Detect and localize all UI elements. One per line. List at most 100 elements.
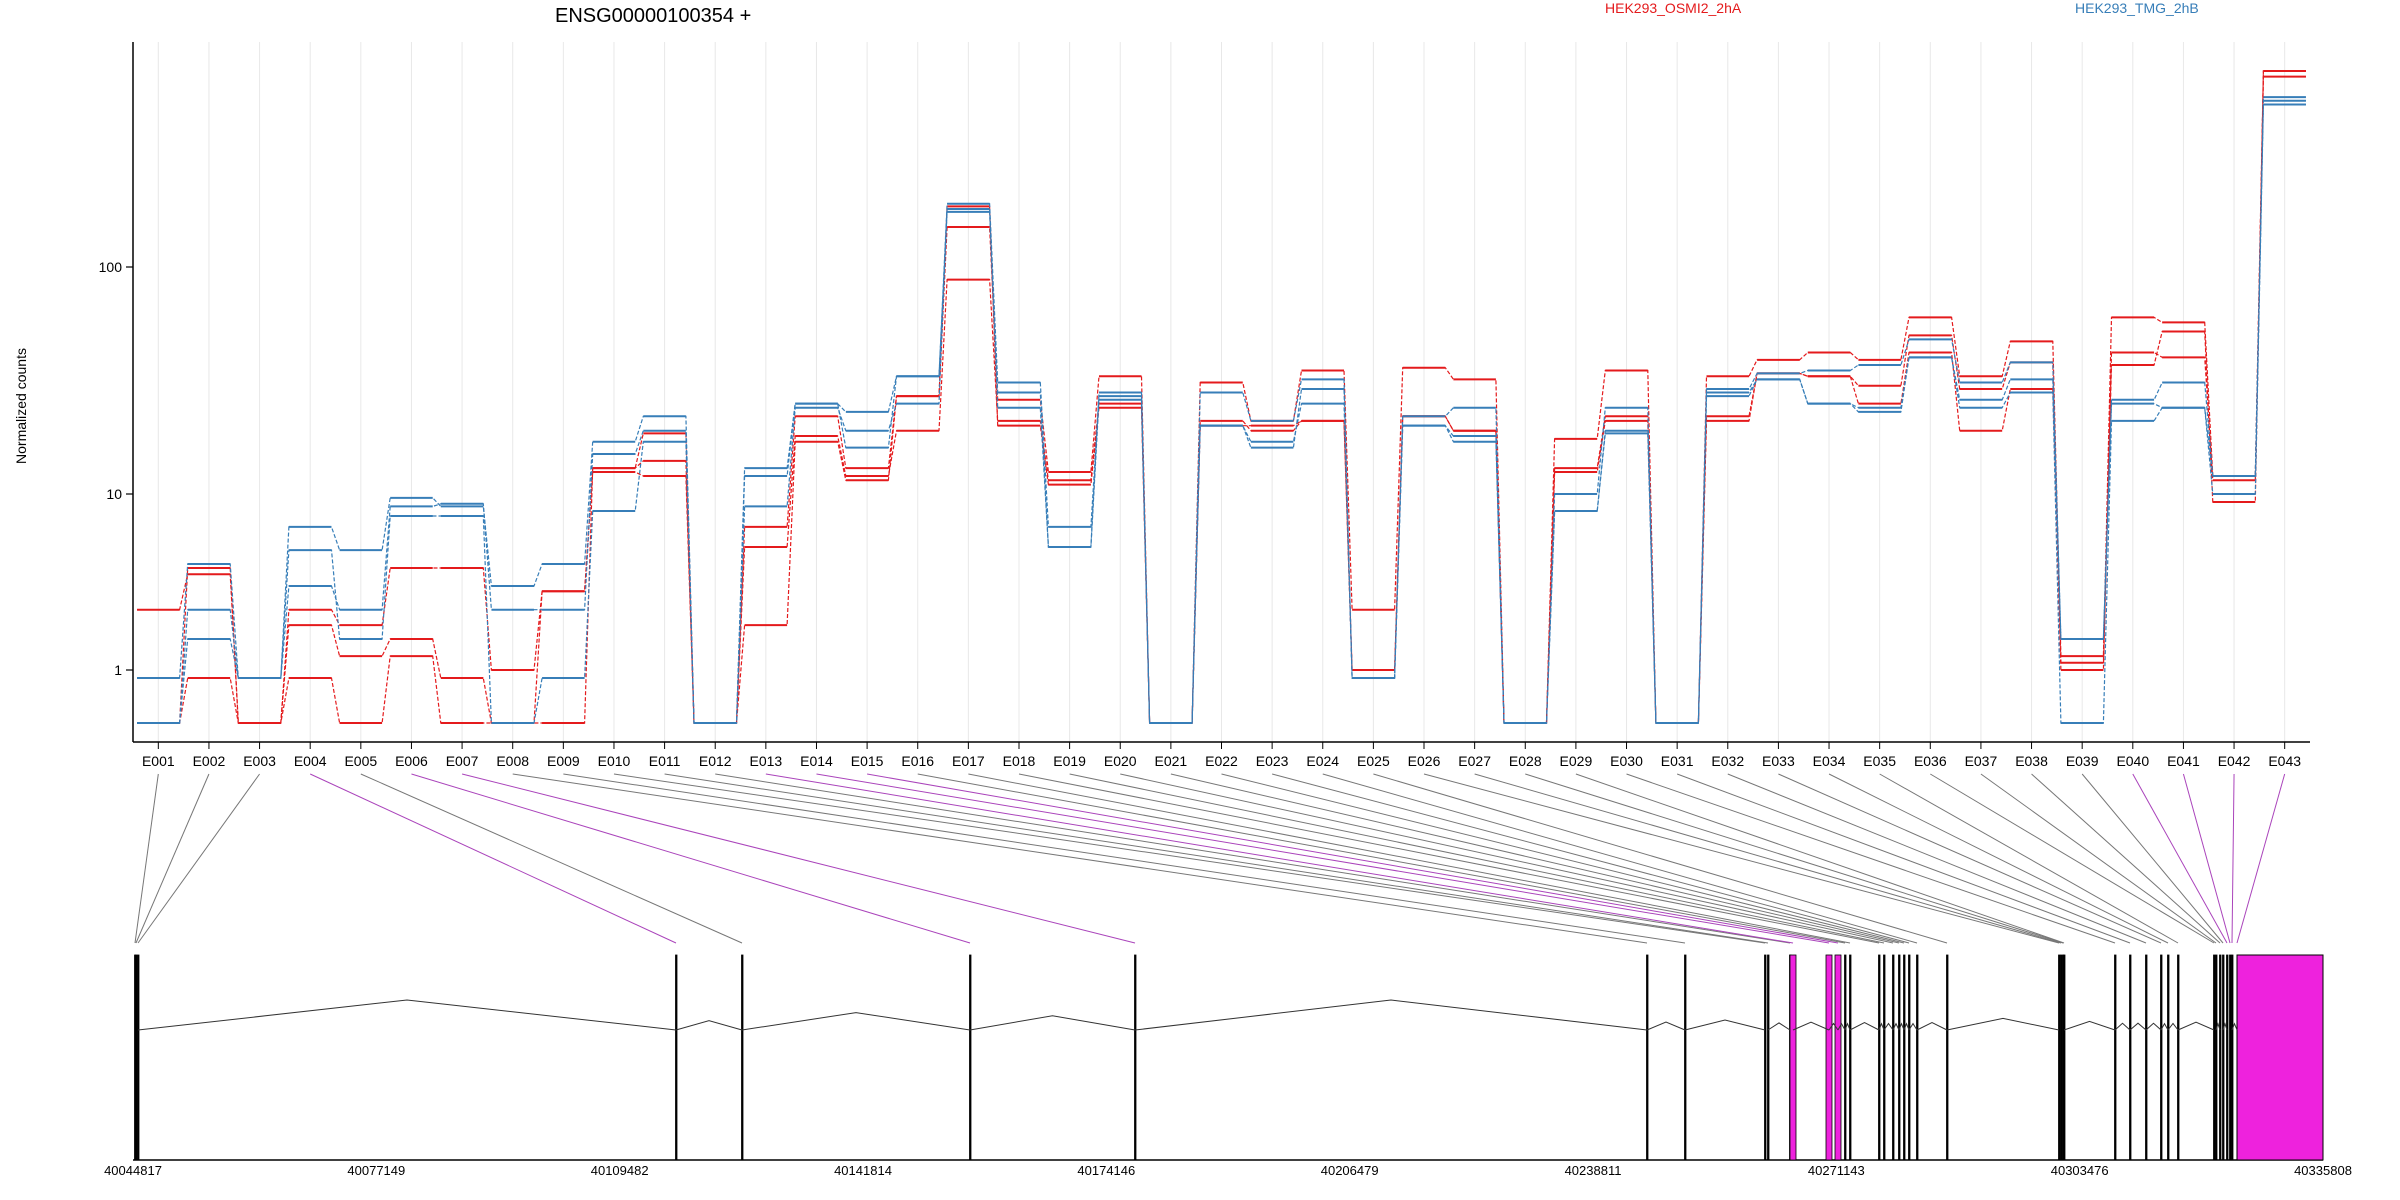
x-tick-label-E031: E031 xyxy=(1661,753,1694,769)
connector-E021 xyxy=(1170,773,1900,944)
x-tick-label-E034: E034 xyxy=(1813,753,1846,769)
intron-line xyxy=(2222,1022,2228,1031)
x-tick-label-E019: E019 xyxy=(1053,753,1086,769)
genomic-coordinate-label: 40077149 xyxy=(347,1163,405,1178)
intron-line xyxy=(2145,1022,2162,1031)
exon-E015 xyxy=(1834,954,1842,1161)
intron-line xyxy=(1916,1021,1948,1031)
exon-E018 xyxy=(1878,954,1881,1161)
exon-E021 xyxy=(1898,954,1901,1161)
x-tick-label-E008: E008 xyxy=(496,753,529,769)
connector-E035 xyxy=(1879,773,2179,944)
y-axis-label: Normalized counts xyxy=(13,348,29,464)
exon-E005 xyxy=(741,954,744,1161)
x-tick-label-E018: E018 xyxy=(1003,753,1036,769)
intron-line xyxy=(2167,1022,2179,1031)
exon-E009 xyxy=(1684,954,1687,1161)
connector-E008 xyxy=(512,773,1648,944)
intron-line xyxy=(1892,1022,1900,1031)
exon-E019 xyxy=(1883,954,1886,1161)
x-tick-label-E022: E022 xyxy=(1205,753,1238,769)
intron-line xyxy=(1844,1022,1851,1031)
genomic-coordinate-label: 40335808 xyxy=(2294,1163,2352,1178)
x-tick-label-E007: E007 xyxy=(446,753,479,769)
connector-E030 xyxy=(1626,773,2116,944)
connector-E018 xyxy=(1018,773,1880,944)
x-tick-label-E036: E036 xyxy=(1914,753,1947,769)
intron-line xyxy=(741,1012,971,1031)
connector-E003 xyxy=(137,773,260,944)
intron-line xyxy=(2063,1020,2116,1031)
x-tick-label-E043: E043 xyxy=(2268,753,2301,769)
connector-E020 xyxy=(1120,773,1894,944)
intron-line xyxy=(1828,1022,1839,1031)
genomic-coordinate-label: 40271143 xyxy=(1808,1163,1865,1178)
connector-E016 xyxy=(917,773,1846,944)
genomic-coordinate-label: 40303476 xyxy=(2051,1163,2109,1178)
connector-E027 xyxy=(1474,773,2062,944)
intron-line xyxy=(1684,1019,1766,1031)
genomic-coordinate-label: 40206479 xyxy=(1321,1163,1379,1178)
intron-line xyxy=(2129,1022,2147,1031)
intron-line xyxy=(675,1020,743,1031)
x-tick-label-E003: E003 xyxy=(243,753,276,769)
exon-E020 xyxy=(1892,954,1895,1161)
exon-E036 xyxy=(2213,954,2216,1161)
connector-E033 xyxy=(1778,773,2162,944)
exon-E027 xyxy=(2060,954,2063,1161)
x-tick-label-E004: E004 xyxy=(294,753,327,769)
exon-E013 xyxy=(1789,954,1797,1161)
connector-E028 xyxy=(1525,773,2064,944)
connector-E001 xyxy=(134,773,159,944)
exon-E033 xyxy=(2160,954,2163,1161)
genomic-coordinate-label: 40109482 xyxy=(591,1163,649,1178)
x-tick-label-E001: E001 xyxy=(142,753,175,769)
x-tick-label-E035: E035 xyxy=(1863,753,1896,769)
exon-E007 xyxy=(1134,954,1137,1161)
y-tick-label: 100 xyxy=(99,259,123,275)
connector-E025 xyxy=(1373,773,1948,944)
x-tick-label-E006: E006 xyxy=(395,753,428,769)
exon-E008 xyxy=(1646,954,1649,1161)
x-tick-label-E037: E037 xyxy=(1965,753,1998,769)
connector-E043 xyxy=(2236,773,2286,944)
x-tick-label-E039: E039 xyxy=(2066,753,2099,769)
x-tick-label-E021: E021 xyxy=(1155,753,1188,769)
exon-E042 xyxy=(2231,954,2234,1161)
intron-line xyxy=(1908,1022,1918,1031)
axes: 1 10 100 E001 E002 E003 E004 E005 E006 E007 E008 E0… xyxy=(99,42,2310,769)
exon-connectors xyxy=(134,773,2286,944)
connector-E024 xyxy=(1322,773,1918,944)
connector-E038 xyxy=(2031,773,2221,944)
x-tick-label-E013: E013 xyxy=(749,753,782,769)
exon-E026 xyxy=(2058,954,2061,1161)
x-tick-label-E042: E042 xyxy=(2218,753,2251,769)
intron-line xyxy=(1646,1021,1686,1031)
intron-line xyxy=(1898,1022,1905,1031)
exon-E038 xyxy=(2219,954,2222,1161)
x-tick-label-E020: E020 xyxy=(1104,753,1137,769)
legend-entry-osmi2: HEK293_OSMI2_2hA xyxy=(1605,0,1742,16)
intron-line xyxy=(1792,1021,1830,1031)
exon-E006 xyxy=(969,954,972,1161)
y-tick-label: 1 xyxy=(114,662,122,678)
connector-E036 xyxy=(1930,773,2215,944)
exon-E025 xyxy=(1946,954,1949,1161)
exon-E023 xyxy=(1908,954,1911,1161)
connector-E041 xyxy=(2182,773,2231,944)
exon-E003 xyxy=(137,954,140,1161)
connector-E004 xyxy=(309,773,677,944)
intron-line xyxy=(1946,1017,2060,1031)
exon-E041 xyxy=(2229,954,2232,1161)
connector-E015 xyxy=(867,773,1839,944)
connector-E006 xyxy=(411,773,971,944)
connector-E042 xyxy=(2231,773,2235,944)
x-tick-label-E010: E010 xyxy=(598,753,631,769)
connector-E029 xyxy=(1575,773,2065,944)
connector-E007 xyxy=(461,773,1136,944)
chart-title: ENSG00000100354 + xyxy=(555,5,751,27)
connector-E032 xyxy=(1727,773,2147,944)
connector-E002 xyxy=(135,773,210,944)
x-tick-label-E009: E009 xyxy=(547,753,580,769)
